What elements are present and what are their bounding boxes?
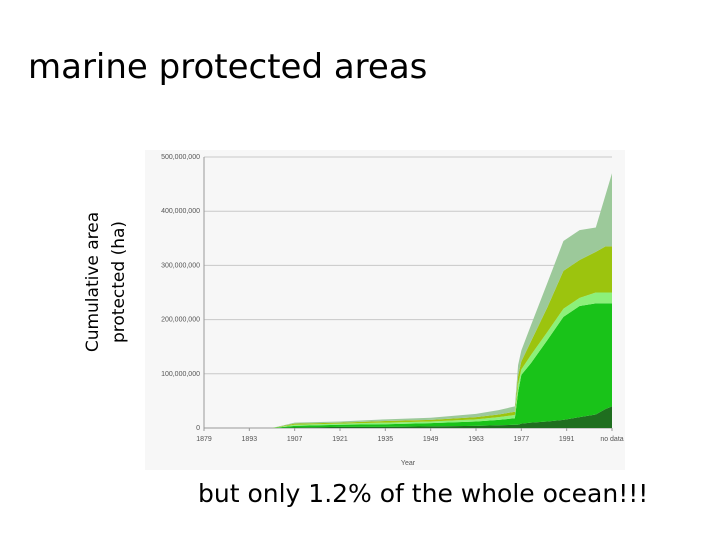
y-tick-label: 300,000,000 [161,262,200,269]
y-label-line: Cumulative area [83,212,103,352]
y-tick-label: 200,000,000 [161,317,200,324]
x-tick-label: 1907 [287,436,303,443]
x-tick-label: 1935 [378,436,394,443]
area [272,292,612,428]
x-tick-label: 1921 [332,436,348,443]
area [272,246,612,428]
x-axis-label: Year [401,460,416,467]
x-tick-label: no data [600,436,623,443]
y-axis-label: Cumulative area protected (ha) [83,212,129,352]
x-tick-label: 1893 [242,436,258,443]
x-tick-label: 1991 [559,436,575,443]
area [272,406,612,428]
x-tick-label: 1949 [423,436,439,443]
x-tick-label: 1879 [196,436,212,443]
x-tick-label: 1977 [514,436,530,443]
slide-title: marine protected areas [28,47,427,87]
area [272,173,612,428]
y-tick-label: 100,000,000 [161,371,200,378]
y-label-line: protected (ha) [109,221,129,343]
y-tick-label: 0 [196,425,200,432]
x-tick-label: 1963 [468,436,484,443]
caption: but only 1.2% of the whole ocean!!! [198,479,648,508]
area [272,303,612,428]
y-tick-label: 500,000,000 [161,154,200,161]
y-tick-label: 400,000,000 [161,208,200,215]
